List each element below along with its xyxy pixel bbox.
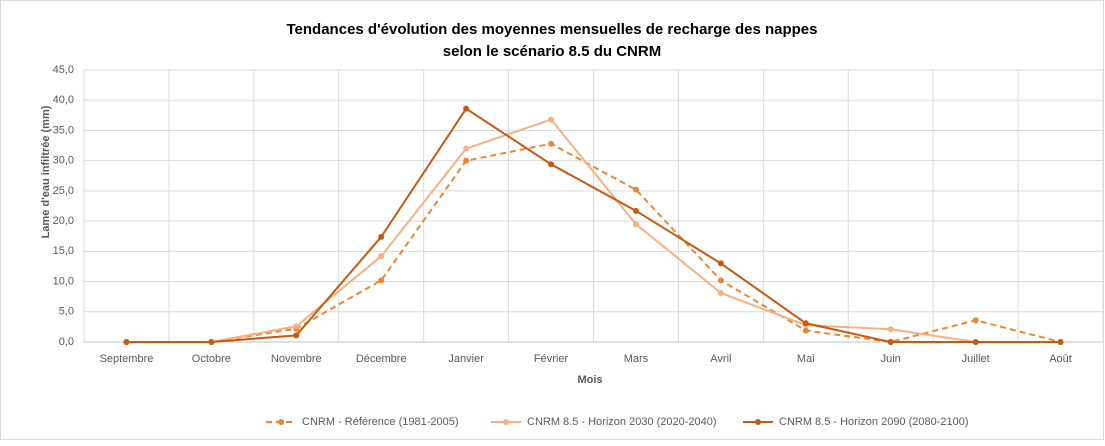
data-point — [972, 317, 979, 324]
data-point — [887, 339, 894, 345]
y-tick-label: 30,0 — [53, 155, 74, 167]
data-point — [293, 323, 300, 330]
data-point — [717, 260, 724, 267]
y-tick-label: 0,0 — [59, 336, 74, 348]
x-tick-label: Avril — [710, 353, 731, 365]
x-tick-label: Septembre — [100, 353, 154, 365]
y-tick-label: 35,0 — [53, 124, 74, 136]
x-axis-title: Mois — [577, 374, 602, 386]
x-tick-label: Octobre — [192, 353, 231, 365]
x-tick-label: Mars — [624, 353, 649, 365]
data-point — [632, 186, 639, 193]
legend-label: CNRM 8.5 - Horizon 2030 (2020-2040) — [527, 416, 717, 428]
y-tick-label: 5,0 — [59, 306, 74, 318]
x-tick-label: Juin — [881, 353, 901, 365]
data-point — [293, 332, 300, 339]
data-point — [717, 277, 724, 284]
x-tick-label: Août — [1049, 353, 1072, 365]
series-line — [126, 107, 1061, 343]
y-tick-label: 15,0 — [53, 245, 74, 257]
y-tick-label: 40,0 — [53, 94, 74, 106]
legend-marker — [755, 419, 761, 425]
data-point — [378, 253, 385, 260]
data-point — [1057, 339, 1064, 345]
legend-marker — [278, 419, 284, 425]
x-tick-label: Février — [534, 353, 569, 365]
data-point — [632, 221, 639, 228]
y-axis-title: Lame d'eau infiltrée (mm) — [40, 105, 52, 238]
data-point — [802, 320, 809, 327]
legend-label: CNRM - Référence (1981-2005) — [302, 416, 459, 428]
x-tick-label: Novembre — [271, 353, 322, 365]
series-line — [126, 142, 1061, 344]
x-tick-label: Mai — [797, 353, 815, 365]
data-point — [548, 116, 555, 123]
legend-marker — [503, 419, 509, 425]
data-point — [123, 339, 130, 345]
series-line — [126, 118, 1061, 343]
data-point — [463, 105, 470, 112]
data-point — [972, 339, 979, 345]
data-point — [378, 277, 385, 284]
x-tick-label: Janvier — [448, 353, 484, 365]
data-point — [463, 157, 470, 164]
y-tick-label: 45,0 — [53, 64, 74, 76]
data-point — [887, 326, 894, 333]
y-tick-label: 20,0 — [53, 215, 74, 227]
data-point — [378, 233, 385, 240]
data-point — [463, 145, 470, 152]
legend-label: CNRM 8.5 - Horizon 2090 (2080-2100) — [779, 416, 969, 428]
data-point — [548, 161, 555, 168]
data-point — [548, 140, 555, 147]
y-tick-label: 10,0 — [53, 275, 74, 287]
data-point — [802, 327, 809, 334]
x-tick-label: Juillet — [962, 353, 990, 365]
y-tick-label: 25,0 — [53, 185, 74, 197]
x-tick-label: Décembre — [356, 353, 407, 365]
data-point — [717, 290, 724, 297]
data-point — [208, 339, 215, 345]
chart-title: selon le scénario 8.5 du CNRM — [443, 43, 661, 60]
data-point — [632, 207, 639, 214]
chart-title: Tendances d'évolution des moyennes mensu… — [287, 21, 818, 38]
